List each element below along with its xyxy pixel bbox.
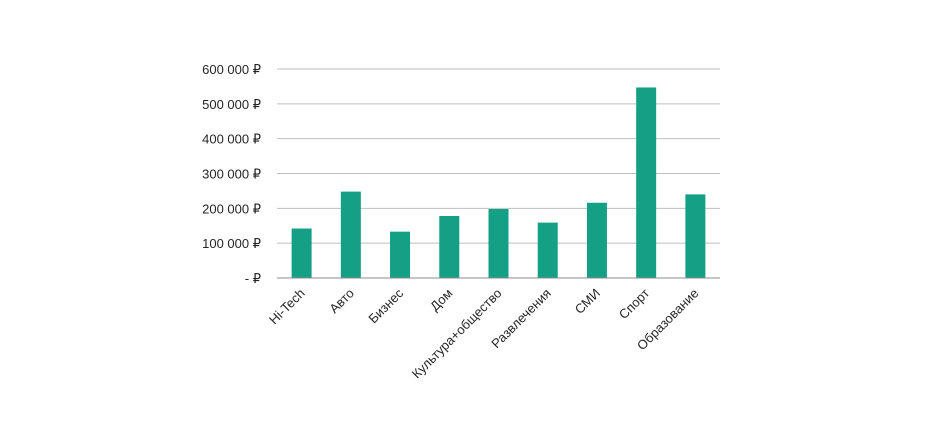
bar-5 bbox=[537, 222, 558, 278]
y-tick-label: 300 000 ₽ bbox=[202, 167, 261, 182]
x-tick-label: СМИ bbox=[572, 286, 603, 317]
y-tick-label: 600 000 ₽ bbox=[202, 62, 261, 77]
y-tick-label: 200 000 ₽ bbox=[202, 201, 261, 216]
bar-4 bbox=[488, 209, 509, 278]
y-tick-label: 100 000 ₽ bbox=[202, 236, 261, 251]
bar-3 bbox=[439, 215, 460, 278]
x-tick-label: Культура+общество bbox=[409, 286, 505, 382]
bar-1 bbox=[340, 191, 361, 278]
bar-0 bbox=[291, 228, 312, 278]
x-tick-label: Hi-Tech bbox=[266, 286, 308, 328]
y-axis-tick-labels: - ₽ 100 000 ₽ 200 000 ₽ 300 000 ₽ 400 000 ₽ 5… bbox=[202, 62, 261, 286]
x-tick-label: Бизнес bbox=[365, 285, 406, 326]
y-tick-label: 400 000 ₽ bbox=[202, 132, 261, 147]
bar-8 bbox=[685, 194, 706, 278]
x-axis-category-labels: Hi-Tech Авто Бизнес ДомКультура+обществоРаз… bbox=[266, 285, 702, 381]
bar-2 bbox=[390, 231, 411, 278]
y-tick-label: 500 000 ₽ bbox=[202, 97, 261, 112]
y-tick-label: - ₽ bbox=[245, 271, 261, 286]
x-tick-label: Авто bbox=[326, 286, 357, 317]
bar-7 bbox=[636, 87, 657, 278]
bar-6 bbox=[586, 202, 607, 278]
bars bbox=[291, 87, 706, 278]
x-tick-label: Спорт bbox=[616, 285, 652, 321]
x-tick-label: Дом bbox=[427, 285, 455, 313]
